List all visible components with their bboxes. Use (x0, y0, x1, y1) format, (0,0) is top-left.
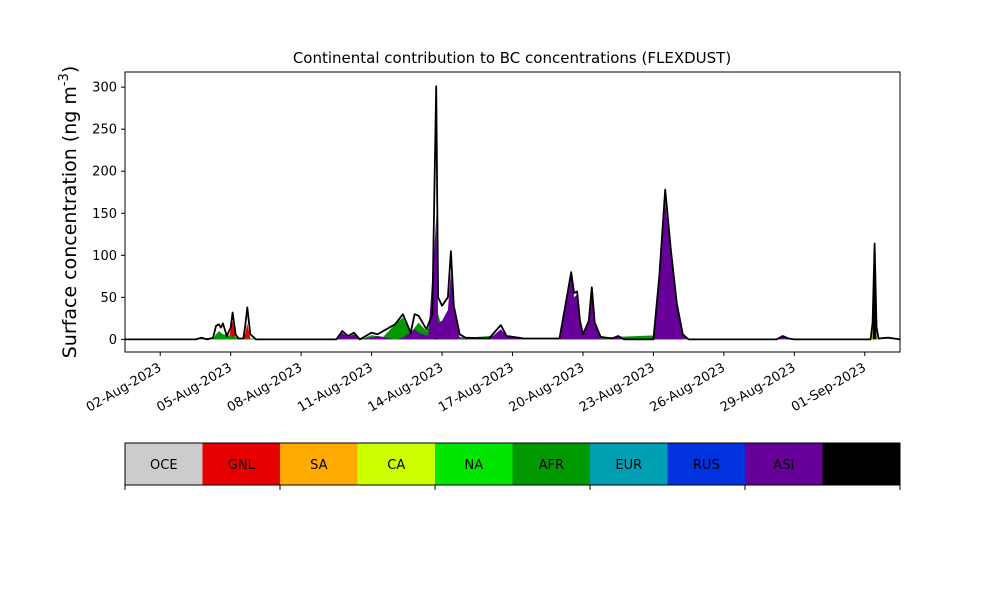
y-tick-label-50: 50 (100, 291, 117, 306)
total-line-layer (125, 85, 901, 341)
x-tick-label-2023-08-17: 17-Aug-2023 (436, 360, 516, 415)
legend-label-na: NA (464, 458, 483, 473)
series-area-gnl (213, 320, 257, 340)
legend-label-ca: CA (387, 458, 405, 473)
x-tick-label-2023-08-29: 29-Aug-2023 (718, 360, 798, 415)
plot-background (125, 72, 900, 352)
legend-swatch-sa (280, 443, 358, 485)
chart-title: Continental contribution to BC concentra… (293, 49, 731, 67)
y-axis: 0 50 100 150 200 250 300 (92, 81, 125, 348)
y-axis-label-exponent: -3 (57, 73, 72, 86)
legend-swatch-asi (745, 443, 823, 485)
legend-label-rus: RUS (693, 458, 720, 473)
x-tick-label-2023-08-23: 23-Aug-2023 (577, 360, 657, 415)
y-tick-label-250: 250 (92, 123, 117, 138)
y-axis-label-text: Surface concentration (ng m (59, 86, 81, 358)
x-tick-label-2023-08-14: 14-Aug-2023 (366, 360, 446, 415)
legend-label-aus: AUS (848, 458, 875, 473)
legend-label-gnl: GNL (228, 458, 256, 473)
legend-label-oce: OCE (150, 458, 178, 473)
legend-label-asi: ASI (773, 458, 794, 473)
legend-label-sa: SA (310, 458, 327, 473)
legend-swatch-eur (590, 443, 668, 485)
x-tick-label-2023-08-02: 02-Aug-2023 (84, 360, 164, 415)
legend-swatch-rus (667, 443, 746, 485)
legend-swatch-oce (125, 443, 203, 485)
y-tick-label-100: 100 (92, 249, 117, 264)
legend-swatch-na (435, 443, 513, 485)
x-tick-label-2023-08-08: 08-Aug-2023 (225, 360, 305, 415)
legend-swatch-aus (822, 443, 901, 485)
legend-swatch-afr (512, 443, 591, 485)
x-tick-label-2023-08-26: 26-Aug-2023 (648, 360, 728, 415)
x-tick-label-2023-08-20: 20-Aug-2023 (507, 360, 587, 415)
legend: OCE GNL SA CA NA AFR EUR RUS ASI AUS (124, 442, 901, 490)
x-tick-label-2023-09-01: 01-Sep-2023 (789, 360, 869, 415)
y-tick-label-150: 150 (92, 207, 117, 222)
series-layer (195, 201, 879, 340)
x-tick-label-2023-08-05: 05-Aug-2023 (154, 360, 234, 415)
x-axis: 02-Aug-202305-Aug-202308-Aug-202311-Aug-… (84, 352, 869, 416)
series-area-asi (336, 201, 795, 340)
y-axis-label-close: ) (59, 66, 81, 73)
legend-swatch-gnl (202, 443, 281, 485)
y-axis-label: Surface concentration (ng m-3) (57, 66, 81, 359)
y-tick-label-200: 200 (92, 165, 117, 180)
total-concentration-line (125, 85, 901, 341)
legend-swatch-ca (357, 443, 436, 485)
y-tick-label-300: 300 (92, 81, 117, 96)
plot-area (124, 71, 901, 353)
x-tick-label-2023-08-11: 11-Aug-2023 (295, 360, 375, 415)
legend-frame (124, 442, 901, 486)
y-tick-label-0: 0 (109, 333, 117, 348)
legend-label-afr: AFR (539, 458, 564, 473)
legend-label-eur: EUR (615, 458, 642, 473)
